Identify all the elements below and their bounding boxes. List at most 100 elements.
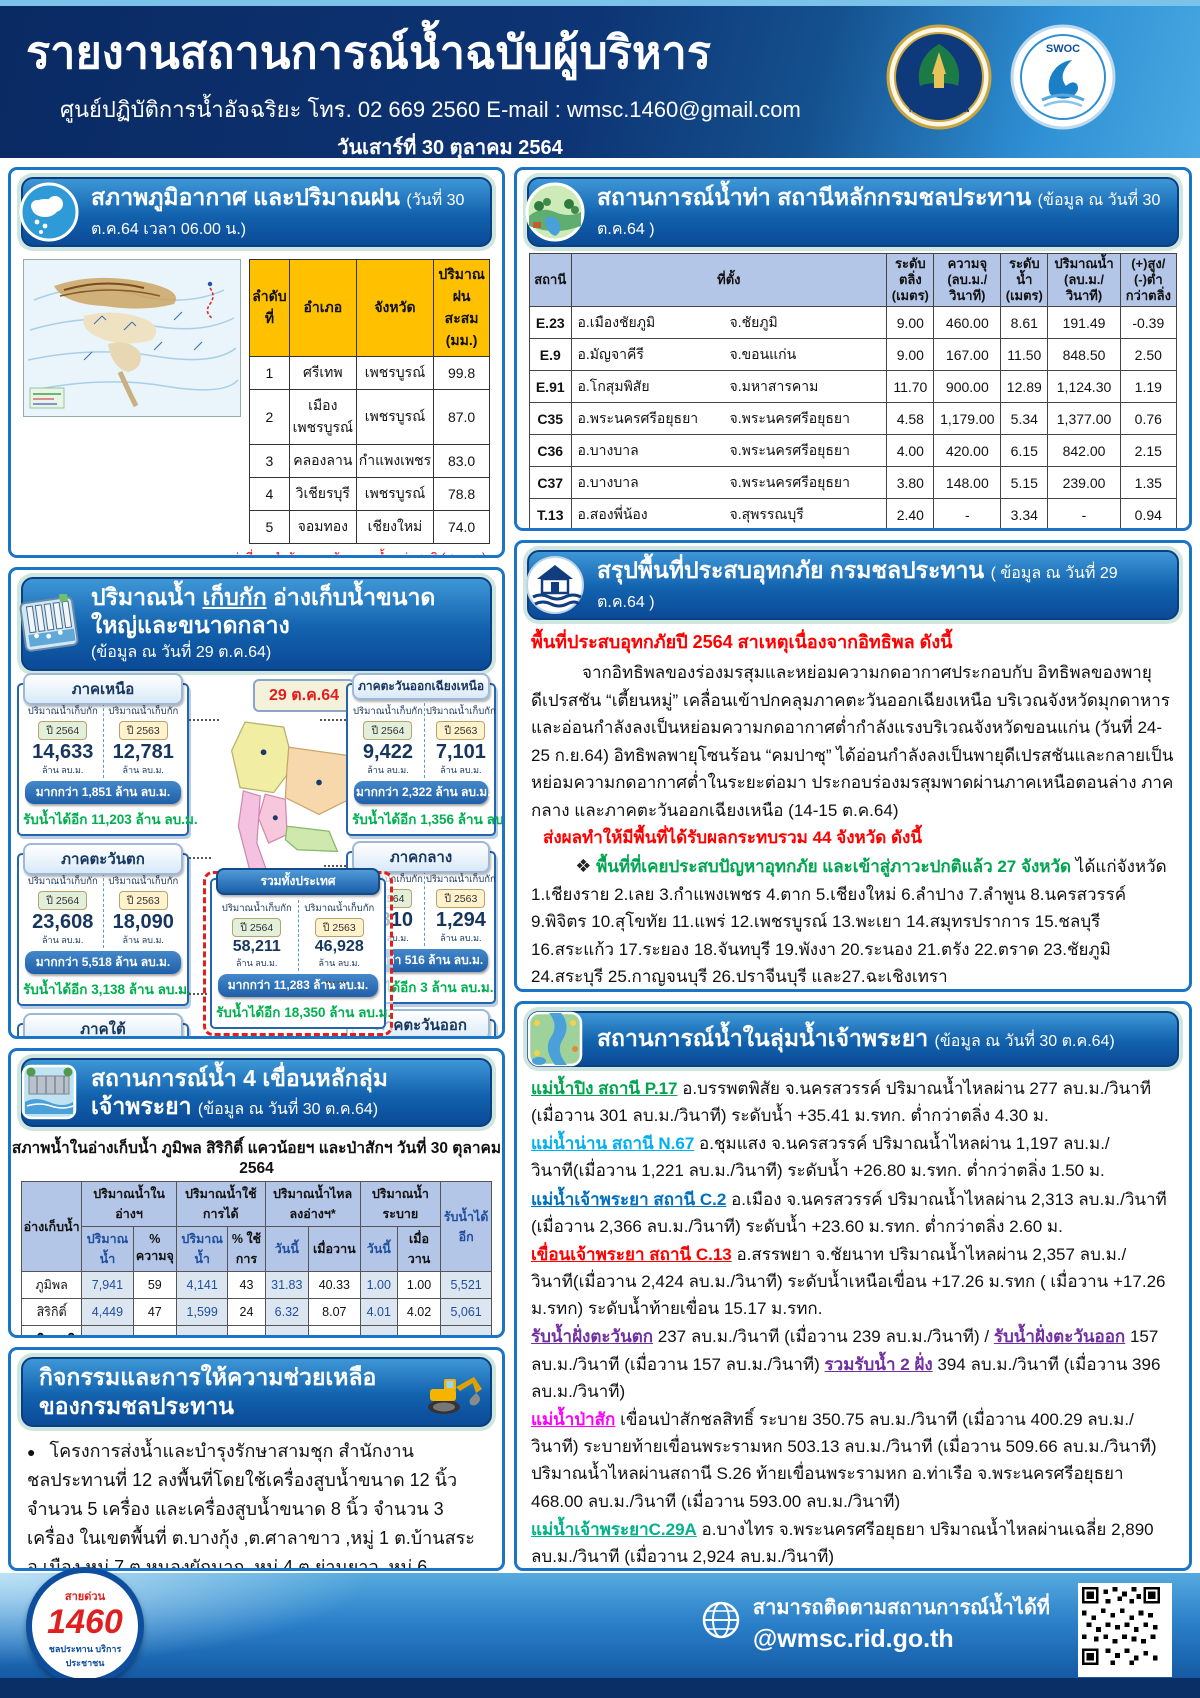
four-dams-section-title: สถานการณ์น้ำ 4 เขื่อนหลักลุ่มเจ้าพระยา (… xyxy=(91,1064,388,1120)
more-than-bar: มากกว่า 11,283 ล้าน ลบ.ม. xyxy=(218,973,378,997)
dam-subcol-header: วันนี้ xyxy=(264,1226,310,1273)
cloud-rain-icon xyxy=(19,182,79,242)
station-col-header: ปริมาณน้ำ (ลบ.ม./ วินาที) xyxy=(1047,252,1121,308)
river-station-name: แม่น้ำน่าน สถานี N.67 xyxy=(531,1134,695,1154)
station-code: T.13 xyxy=(529,498,572,529)
station-col-header: ความจุ (ลบ.ม./ วินาที) xyxy=(933,252,1002,308)
station-diff: -0.39 xyxy=(1119,306,1178,340)
globe-icon xyxy=(701,1600,741,1645)
river-item: เขื่อนเจ้าพระยา สถานี C.13 อ.สรรพยา จ.ชั… xyxy=(531,1241,1175,1323)
flood-section: สรุปพื้นที่ประสบอุทกภัย กรมชลประทาน ( ข้… xyxy=(514,540,1192,992)
right-column: สถานการณ์น้ำท่า สถานีหลักกรมชลประทาน (ข้… xyxy=(514,167,1192,1571)
station-code: C37 xyxy=(529,466,572,500)
dam-gates-icon xyxy=(19,593,79,654)
footer: สายด่วน 1460 ชลประทาน บริการประชาชน สามา… xyxy=(0,1567,1200,1698)
dam-subcol-header: % ใช้การ xyxy=(227,1226,266,1273)
dam-subcol-header: เมื่อวาน xyxy=(396,1226,442,1273)
flood-bullet-affected: ❖ พื้นที่ประสบอุทกภัย 17 จังหวัด ได้แก่ … xyxy=(531,991,1175,992)
remaining-capacity: รับน้ำได้อีก 11,203 ล้าน ลบ.ม. xyxy=(23,812,198,828)
dam-row: ภูมิพล 7,941 59 4,141 43 31.83 40.33 1.00 1.00 5,… xyxy=(20,1271,492,1300)
station-diff: 0.40 xyxy=(1120,531,1176,532)
left-column: สภาพภูมิอากาศ และปริมาณฝน (วันที่ 30 ต.ค… xyxy=(8,167,505,1571)
flood-bullet-recovered: ❖ พื้นที่ที่เคยประสบปัญหาอุทกภัย และเข้า… xyxy=(531,855,1167,987)
flood-section-title: สรุปพื้นที่ประสบอุทกภัย กรมชลประทาน ( ข้… xyxy=(597,557,1118,612)
station-row: T.1อ.นครชัยศรีจ.นครปฐม1.66-2.06-0.40 xyxy=(530,531,1177,532)
stations-table: สถานี ที่ตั้ง ระดับ ตลิ่ง (เมตร) ความจุ (ลบ… xyxy=(529,252,1178,532)
region-title: ภาคเหนือ xyxy=(23,673,183,706)
dam-subcol-header: % ความจุ xyxy=(132,1226,177,1273)
river-station-detail: อ.เมือง จ.นครสวรรค์ ปริมาณน้ำไหลผ่าน 2,3… xyxy=(531,1189,1167,1236)
river-station-detail: 157 ลบ.ม./วินาที (เมื่อวาน 157 ลบ.ม./วิน… xyxy=(531,1327,1159,1374)
region-box-total: รวมทั้งประเทศ ปริมาณน้ำเก็บกัก ปี 2564 58,2… xyxy=(210,868,391,1029)
connector-line xyxy=(320,719,346,722)
rain-row: 3 คลองลาน กำแพงเพชร 83.0 xyxy=(249,443,490,478)
four-dams-section: สถานการณ์น้ำ 4 เขื่อนหลักลุ่มเจ้าพระยา (… xyxy=(8,1047,505,1339)
stations-section-header: สถานการณ์น้ำท่า สถานีหลักกรมชลประทาน (ข้… xyxy=(525,177,1179,247)
weather-body: ลำดับที่ อำเภอ จังหวัด ปริมาณฝนสะสม (มม.) 1… xyxy=(11,251,502,544)
river-station-detail: 394 ลบ.ม./วินาที (เมื่อวาน 396 ลบ.ม./วิน… xyxy=(531,1354,1161,1401)
station-row: C36 อ.บางบาล จ.พระนครศรีอยุธยา 4.00 420.00 6.… xyxy=(529,434,1178,468)
river-station-name: รวมรับน้ำ 2 ฝั่ง xyxy=(824,1354,933,1374)
dam-table-title: สภาพน้ำในอ่างเก็บน้ำ ภูมิพล สิริกิติ์ แค… xyxy=(11,1140,502,1178)
station-location: อ.พระนครศรีอยุธยา จ.พระนครศรีอยุธยา xyxy=(570,402,888,436)
river-item: แม่น้ำเจ้าพระยาC.29A อ.บางไทร จ.พระนครศร… xyxy=(531,1516,1175,1568)
chaophraya-section-title: สถานการณ์น้ำในลุ่มน้ำเจ้าพระยา (ข้อมูล ณ… xyxy=(597,1025,1115,1052)
activities-paragraph: ● โครงการส่งน้ำและบำรุงรักษาสามชุก สำนักง… xyxy=(27,1440,475,1571)
stored-value: 1,294 xyxy=(435,909,486,932)
dam-trees-icon xyxy=(19,1062,79,1122)
flooded-house-icon xyxy=(525,555,585,615)
more-than-bar: มากกว่า 5,518 ล้าน ลบ.ม. xyxy=(25,951,181,975)
rain-col-header: ปริมาณฝนสะสม (มม.) xyxy=(433,258,490,357)
river-item: รับน้ำฝั่งตะวันตก 237 ลบ.ม./วินาที (เมื่… xyxy=(531,1323,1175,1405)
station-col-header: ระดับ น้ำ (เมตร) xyxy=(1000,252,1049,308)
rain-row: 4 วิเชียรบุรี เพชรบูรณ์ 78.8 xyxy=(249,476,490,511)
river-station-detail: อ.บรรพตพิสัย จ.นครสวรรค์ ปริมาณน้ำไหลผ่า… xyxy=(531,1078,1152,1125)
dam-table: อ่างเก็บน้ำ ปริมาณน้ำในอ่างฯ ปริมาณน้ำใช้ก… xyxy=(20,1181,492,1336)
station-code: E.91 xyxy=(529,370,572,404)
weather-chart-image xyxy=(23,258,241,417)
bullet-icon: ● xyxy=(27,1443,36,1460)
dam-name: ภูมิพล+สิริกิติ์ xyxy=(20,1325,83,1336)
station-diff: 2.50 xyxy=(1119,338,1178,372)
station-code: E.23 xyxy=(529,306,572,340)
station-location: อ.เมืองชัยภูมิ จ.ชัยภูมิ xyxy=(570,306,888,340)
river-station-name: รับน้ำฝั่งตะวันออก xyxy=(993,1327,1126,1347)
region-boxes-left: ภาคเหนือ ปริมาณน้ำเก็บกัก ปี 2564 14,633 ล้า… xyxy=(17,673,198,1036)
river-station-detail: 237 ลบ.ม./วินาที (เมื่อวาน 239 ลบ.ม./วิน… xyxy=(653,1327,994,1347)
remaining-capacity: รับน้ำได้อีก 1,356 ล้าน ลบ.ม. xyxy=(352,812,505,828)
flood-body: พื้นที่ประสบอุทกภัยปี 2564 สาเหตุเนื่องจ… xyxy=(517,624,1189,992)
hotline-number: 1460 xyxy=(47,1603,123,1641)
four-dams-section-header: สถานการณ์น้ำ 4 เขื่อนหลักลุ่มเจ้าพระยา (… xyxy=(19,1057,492,1128)
region-title: ภาคกลาง xyxy=(352,841,490,874)
dam-col-header: อ่างเก็บน้ำ xyxy=(20,1181,83,1273)
excavator-icon xyxy=(418,1369,484,1415)
region-box-west: ภาคตะวันตก ปริมาณน้ำเก็บกัก ปี 2564 23,608 ล… xyxy=(17,843,191,1007)
region-title: ภาคใต้ xyxy=(23,1013,183,1036)
station-diff: 0.94 xyxy=(1119,498,1178,529)
flood-heading: พื้นที่ประสบอุทกภัยปี 2564 สาเหตุเนื่องจ… xyxy=(531,631,953,652)
river-station-name: แม่น้ำปิง สถานี P.17 xyxy=(531,1078,678,1098)
station-location: อ.นครชัยศรีจ.นครปฐม xyxy=(571,531,887,532)
diamond-bullet-icon: ❖ xyxy=(575,855,592,876)
footer-follow: สามารถติดตามสถานการณ์น้ำได้ที่ @wmsc.rid… xyxy=(701,1591,1050,1654)
rain-col-header: จังหวัด xyxy=(355,258,435,357)
river-station-name: แม่น้ำป่าสัก xyxy=(531,1410,616,1430)
activities-section: กิจกรรมและการให้ความช่วยเหลือของกรมชลประ… xyxy=(8,1347,505,1571)
year-chip: ปี 2563 xyxy=(436,721,486,741)
chaophraya-section-header: สถานการณ์น้ำในลุ่มน้ำเจ้าพระยา (ข้อมูล ณ… xyxy=(527,1010,1179,1067)
station-col-header: สถานี xyxy=(529,252,572,308)
flood-impact-line: ส่งผลทำให้มีพื้นที่ได้รับผลกระทบรวม 44 จ… xyxy=(543,828,922,848)
station-row: E.23 อ.เมืองชัยภูมิ จ.ชัยภูมิ 9.00 460.00 8.6… xyxy=(529,306,1178,340)
connector-line xyxy=(189,719,219,722)
region-title: ภาคตะวันตก xyxy=(23,843,183,876)
station-location: อ.บางบาล จ.พระนครศรีอยุธยา xyxy=(570,434,888,468)
river-landscape-icon xyxy=(525,182,585,242)
station-diff: 1.19 xyxy=(1119,370,1178,404)
footer-url[interactable]: @wmsc.rid.go.th xyxy=(752,1625,954,1653)
rain-value: 83.0 xyxy=(433,443,490,478)
river-station-detail: เขื่อนป่าสักชลสิทธิ์ ระบาย 350.75 ลบ.ม./… xyxy=(531,1410,1157,1511)
river-station-detail: อ.ชุมแสง จ.นครสวรรค์ ปริมาณน้ำไหลผ่าน 1,… xyxy=(531,1134,1110,1181)
rid-logo-text: กรมชลประทาน xyxy=(909,104,970,114)
rain-value: 87.0 xyxy=(433,388,490,445)
flood-paragraph: จากอิทธิพลของร่องมรสุมและหย่อมความกดอากา… xyxy=(531,662,1174,820)
